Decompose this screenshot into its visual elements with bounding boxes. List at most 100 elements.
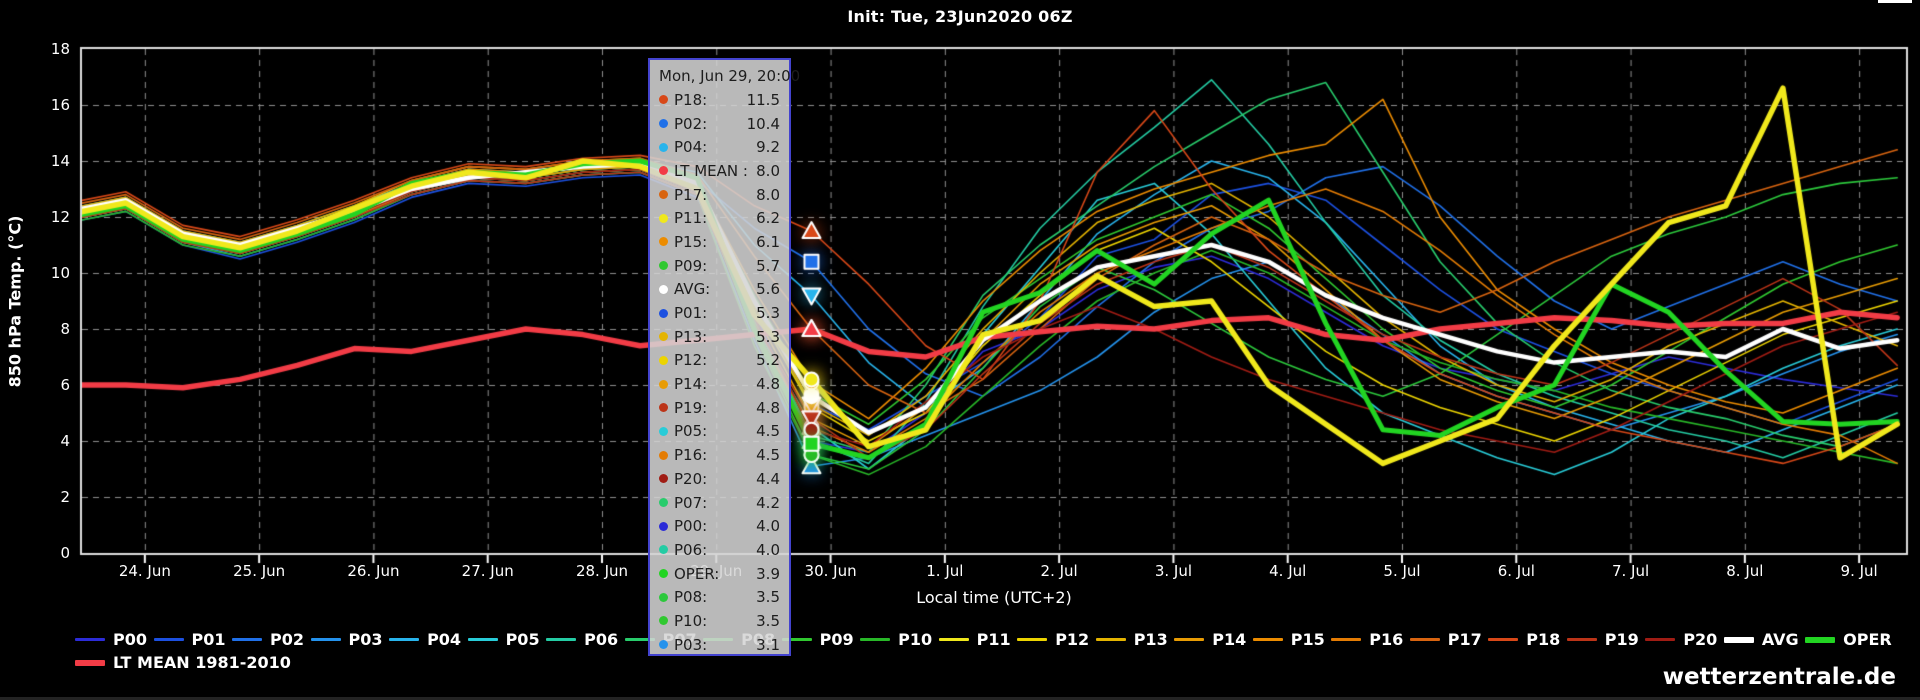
- legend-item-p20: P20: [1645, 630, 1717, 649]
- x-tick-label: 24. Jun: [118, 562, 171, 580]
- tooltip-row: P15: 6.1: [659, 230, 780, 254]
- tooltip-series-label: P15:: [674, 232, 708, 251]
- series-color-dot: [659, 261, 668, 271]
- tooltip-series-label: P04:: [674, 138, 708, 157]
- tooltip-row: P03: 3.1: [659, 633, 780, 657]
- legend-label: P19: [1604, 630, 1639, 649]
- series-color-dot: [659, 213, 668, 223]
- legend-item-p03: P03: [310, 630, 383, 649]
- tooltip-row: P19: 4.8: [659, 396, 780, 420]
- x-tick-label: 7. Jul: [1611, 562, 1650, 580]
- tooltip-series-value: 9.2: [756, 138, 780, 157]
- tooltip-series-label: P18:: [674, 90, 708, 109]
- tooltip-series-value: 5.7: [756, 256, 780, 275]
- series-color-dot: [659, 166, 668, 176]
- legend-swatch: [1095, 638, 1126, 641]
- tooltip-series-label: P20:: [674, 469, 708, 488]
- legend-label: P20: [1683, 630, 1718, 649]
- y-tick-label: 0: [60, 544, 70, 562]
- x-tick-label: 28. Jun: [575, 562, 629, 580]
- x-tick-label: 6. Jul: [1497, 562, 1535, 580]
- legend-label: P11: [976, 630, 1011, 649]
- legend-item-p05: P05: [467, 630, 540, 649]
- tooltip-series-label: P11:: [674, 209, 708, 228]
- x-tick-label: 4. Jul: [1269, 562, 1307, 580]
- legend-item-p06: P06: [546, 630, 618, 649]
- legend-item-p00: P00: [75, 630, 147, 649]
- legend-label: P00: [113, 630, 147, 649]
- legend-item-p10: P10: [860, 630, 932, 649]
- tooltip-series-label: P01:: [674, 304, 708, 323]
- tooltip-row: P14: 4.8: [659, 372, 780, 396]
- x-axis-label: Local time (UTC+2): [916, 588, 1072, 607]
- legend-label: P02: [270, 630, 305, 649]
- legend-item-p19: P19: [1566, 630, 1639, 649]
- legend-swatch: [1409, 638, 1440, 641]
- tooltip-row: P05: 4.5: [659, 420, 780, 444]
- legend-swatch: [1488, 638, 1519, 641]
- legend-label: P13: [1133, 630, 1168, 649]
- legend-label: AVG: [1761, 630, 1799, 649]
- legend-label: P10: [898, 630, 933, 649]
- x-tick-label: 3. Jul: [1154, 562, 1193, 580]
- y-tick-label: 12: [50, 208, 70, 226]
- tooltip-series-label: P16:: [674, 446, 708, 465]
- legend-swatch: [310, 638, 341, 641]
- x-tick-label: 5. Jul: [1383, 562, 1421, 580]
- legend-swatch: [860, 638, 891, 641]
- legend-item-p15: P15: [1252, 630, 1325, 649]
- tooltip-rows: P18: 11.5 P02: 10.4 P04: 9.2 LT MEAN : 8.0 P17: 8…: [659, 88, 780, 657]
- legend-swatch: [1331, 638, 1362, 641]
- y-tick-label: 8: [60, 320, 70, 338]
- tooltip-row: LT MEAN : 8.0: [659, 159, 780, 183]
- legend-label: LT MEAN 1981-2010: [113, 653, 291, 672]
- tooltip-row: P16: 4.5: [659, 443, 780, 467]
- series-color-dot: [659, 95, 668, 105]
- legend-item-lt-mean-1981-2010: LT MEAN 1981-2010: [75, 653, 291, 672]
- legend-label: P17: [1447, 630, 1482, 649]
- tooltip-series-label: P14:: [674, 375, 708, 394]
- tooltip-series-label: P17:: [674, 185, 708, 204]
- legend-swatch: [467, 638, 498, 641]
- x-tick-label: 1. Jul: [926, 562, 964, 580]
- series-color-dot: [659, 403, 668, 413]
- legend-swatch: [75, 638, 105, 641]
- series-color-dot: [659, 142, 668, 152]
- tooltip-series-value: 3.5: [756, 588, 780, 607]
- series-color-dot: [659, 284, 668, 294]
- tooltip-series-value: 6.2: [756, 209, 780, 228]
- y-tick-label: 14: [50, 152, 70, 170]
- legend-row-2: LT MEAN 1981-2010: [75, 653, 291, 672]
- legend-swatch: [1017, 638, 1048, 641]
- series-color-dot: [659, 498, 668, 508]
- y-axis-label: 850 hPa Temp. (°C): [5, 215, 25, 388]
- legend-item-avg: AVG: [1723, 630, 1799, 649]
- tooltip-series-value: 5.2: [756, 351, 780, 370]
- tooltip-series-label: P02:: [674, 114, 708, 133]
- tooltip-series-label: P19:: [674, 398, 708, 417]
- legend-swatch: [546, 638, 577, 641]
- tooltip-series-value: 5.6: [756, 280, 780, 299]
- bottom-strip: [0, 697, 1920, 700]
- legend-row-1: P00P01P02P03P04P05P06P07P08P09P10P11P12P…: [75, 630, 1892, 649]
- legend-label: P18: [1526, 630, 1561, 649]
- legend-swatch: [1566, 638, 1597, 641]
- tooltip-row: P02: 10.4: [659, 112, 780, 136]
- x-tick-label: 26. Jun: [347, 562, 400, 580]
- chart-title: Init: Tue, 23Jun2020 06Z: [847, 7, 1073, 26]
- tooltip-series-value: 5.3: [756, 304, 780, 323]
- hover-tooltip: Mon, Jun 29, 20:00 P18: 11.5 P02: 10.4 P04: 9…: [648, 58, 800, 657]
- legend-swatch: [1252, 638, 1283, 641]
- legend-swatch: [1645, 638, 1676, 641]
- tooltip-row: P01: 5.3: [659, 301, 780, 325]
- legend-swatch: [389, 638, 420, 641]
- legend-label: P03: [348, 630, 383, 649]
- tooltip-row: OPER: 3.9: [659, 562, 780, 586]
- series-color-dot: [659, 237, 668, 247]
- tooltip-row: P13: 5.3: [659, 325, 780, 349]
- ensemble-chart-canvas[interactable]: [0, 0, 1920, 625]
- tooltip-series-label: P00:: [674, 517, 708, 536]
- tooltip-row: P00: 4.0: [659, 514, 780, 538]
- legend-label: P14: [1212, 630, 1247, 649]
